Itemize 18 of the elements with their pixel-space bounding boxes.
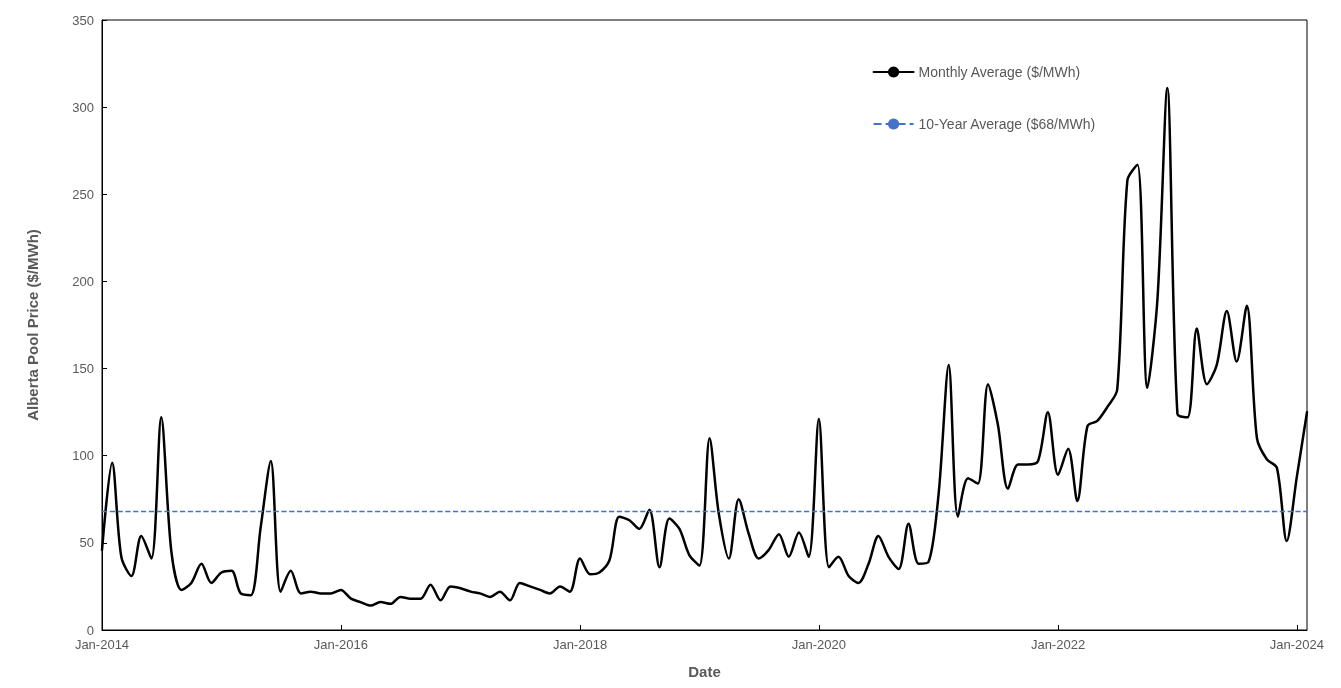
y-tick-label: 0 [86, 622, 94, 638]
y-tick-label: 50 [79, 535, 94, 551]
y-tick-label: 200 [72, 273, 94, 289]
x-tick-label: Jan-2020 [791, 637, 846, 652]
y-tick-label: 150 [72, 361, 94, 377]
x-tick-label: Jan-2022 [1030, 637, 1086, 652]
x-axis-title: Date [688, 663, 721, 680]
y-axis-title: Alberta Pool Price ($/MWh) [24, 229, 41, 421]
y-tick-label: 300 [72, 99, 94, 115]
legend-label: 10-Year Average ($68/MWh) [918, 116, 1096, 132]
y-tick-label: 350 [72, 12, 94, 28]
y-tick-label: 250 [72, 186, 94, 202]
y-tick-label: 100 [72, 448, 94, 464]
x-tick-label: Jan-2014 [74, 637, 130, 652]
x-tick-label: Jan-2024 [1269, 637, 1324, 652]
x-tick-label: Jan-2016 [313, 637, 368, 652]
x-tick-label: Jan-2018 [552, 637, 608, 652]
legend-label: Monthly Average ($/MWh) [918, 64, 1081, 80]
